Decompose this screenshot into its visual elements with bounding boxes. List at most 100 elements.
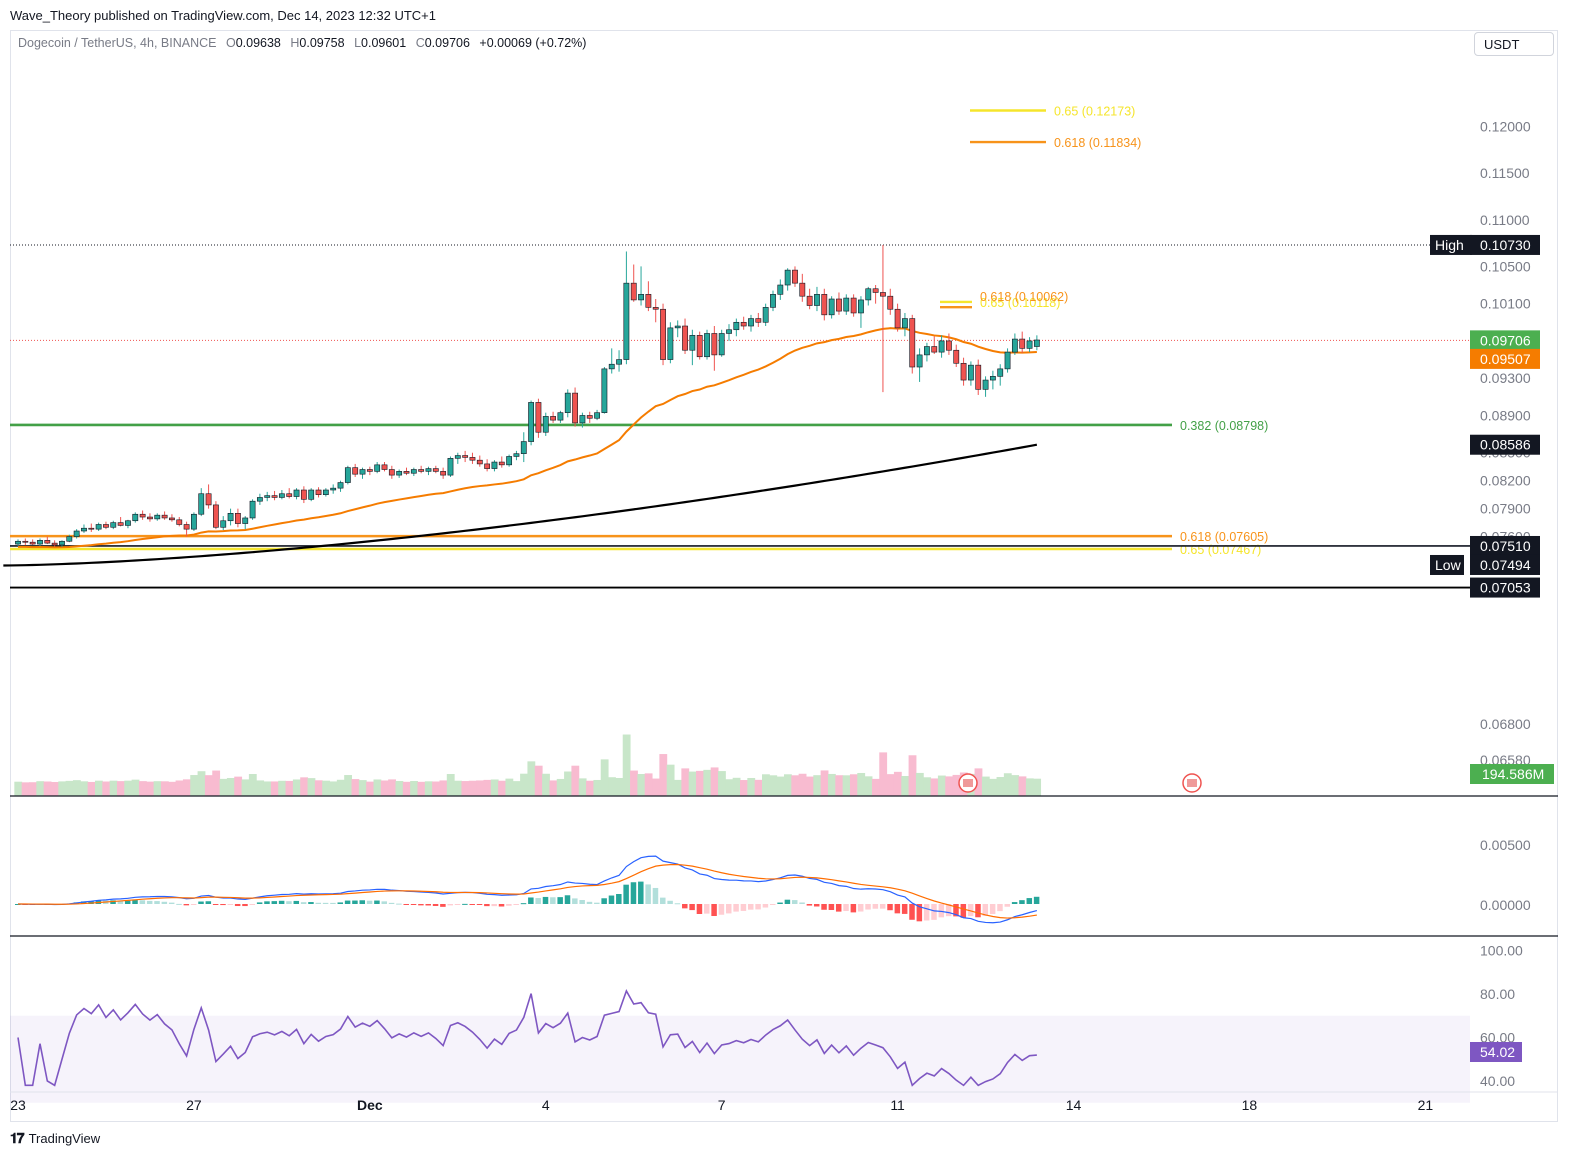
volume-bar — [923, 777, 932, 796]
macd-histogram-bar — [359, 900, 366, 904]
candle-body — [447, 458, 454, 476]
macd-histogram-bar — [132, 900, 138, 904]
volume-bar — [226, 777, 235, 796]
volume-bar — [285, 780, 294, 796]
axes-layer: 0.12000 0.11500 0.11000 0.10500 0.10100 0.093… — [10, 119, 1558, 1113]
volume-bar — [50, 782, 59, 796]
tradingview-logo-icon: 𝟏𝟕 — [10, 1130, 25, 1146]
macd-histogram-bar — [784, 899, 791, 904]
macd-histogram-bar — [535, 898, 541, 904]
volume-bar — [483, 779, 492, 796]
candle-body — [953, 349, 960, 364]
candle-body — [183, 524, 190, 530]
candle-body — [967, 364, 974, 381]
volume-bar — [87, 781, 96, 796]
time-axis-label: 23 — [10, 1097, 26, 1113]
currency-button[interactable]: USDT — [1474, 32, 1554, 56]
volume-bar — [256, 780, 265, 796]
macd-histogram-bar — [740, 904, 747, 911]
volume-bar — [28, 782, 37, 796]
volume-bar — [710, 767, 719, 796]
candle-body — [586, 415, 593, 419]
low-value: 0.09601 — [361, 36, 407, 50]
macd-histogram-bar — [139, 900, 146, 904]
volume-bar — [80, 781, 89, 796]
rsi-axis-tick-label: 100.00 — [1480, 943, 1523, 959]
volume-bar — [542, 773, 550, 796]
candle-body — [308, 489, 315, 500]
macd-histogram-bar — [542, 896, 549, 904]
candle-body — [249, 500, 256, 519]
volume-bar — [241, 779, 250, 796]
macd-histogram-bar — [733, 904, 739, 912]
macd-histogram-bar — [821, 904, 827, 910]
volume-bar — [564, 771, 572, 796]
candle-body — [44, 540, 51, 544]
time-axis-label: 7 — [718, 1097, 726, 1113]
volume-bar — [424, 781, 433, 796]
macd-histogram-bar — [953, 904, 959, 917]
macd-histogram-bar — [190, 904, 197, 905]
candle-body — [205, 493, 212, 506]
volume-bar — [747, 777, 756, 796]
symbol-name[interactable]: Dogecoin / TetherUS, 4h, BINANCE — [18, 36, 217, 50]
candle-body — [59, 540, 65, 546]
close-value: 0.09706 — [424, 36, 470, 50]
time-axis-label: 21 — [1418, 1097, 1434, 1113]
macd-histogram-bar — [806, 904, 813, 906]
moving-averages-layer — [3, 327, 1038, 567]
fib-level-label: 0.618 (0.10062) — [980, 290, 1068, 304]
candle-body — [645, 294, 652, 308]
candle-body — [960, 362, 967, 381]
candle-body — [872, 288, 879, 293]
macd-histogram-bar — [80, 901, 87, 904]
volume-bar — [630, 770, 638, 796]
macd-histogram-bar — [110, 900, 116, 904]
candle-body — [887, 295, 894, 310]
candle-body — [432, 468, 439, 472]
macd-histogram-bar — [916, 904, 923, 922]
candle-body — [344, 467, 351, 483]
macd-layer — [15, 855, 1040, 924]
price-tag-value: 0.07053 — [1480, 580, 1531, 596]
candle-body — [792, 269, 798, 284]
candle-body — [352, 467, 359, 475]
macd-histogram-bar — [711, 904, 717, 917]
rsi-band — [10, 1015, 1470, 1103]
candle-body — [894, 308, 901, 329]
candle-body — [37, 540, 43, 545]
macd-histogram-bar — [769, 904, 776, 905]
volume-bar — [1018, 776, 1027, 796]
macd-histogram-bar — [960, 904, 967, 918]
volume-bar — [930, 778, 939, 796]
volume-bar — [248, 774, 257, 796]
candle-body — [726, 329, 732, 334]
macd-histogram-bar — [564, 895, 571, 904]
candle-body — [982, 379, 989, 390]
macd-histogram-bar — [616, 893, 622, 904]
candle-body — [22, 540, 29, 543]
candle-body — [330, 487, 337, 491]
volume-bar — [270, 781, 279, 796]
tradingview-logo[interactable]: 𝟏𝟕 TradingView — [10, 1130, 100, 1147]
rsi-tag — [1470, 1042, 1522, 1062]
candle-body — [865, 288, 872, 301]
candle-body — [293, 489, 300, 497]
macd-histogram-bar — [344, 900, 351, 904]
volume-bar — [292, 779, 301, 796]
candle-body — [550, 416, 556, 421]
macd-histogram-bar — [454, 904, 461, 905]
macd-histogram-bar — [462, 903, 468, 905]
volume-bar — [578, 778, 587, 796]
macd-histogram-bar — [901, 904, 908, 914]
macd-histogram-bar — [176, 903, 182, 905]
candle-body — [535, 402, 542, 433]
volume-bar — [373, 779, 382, 796]
macd-histogram-bar — [308, 902, 314, 904]
macd-histogram-bar — [520, 903, 527, 905]
volume-bar — [1033, 778, 1042, 796]
price-axis-tick-label: 0.08200 — [1480, 473, 1531, 489]
volume-bar — [688, 771, 697, 796]
price-tag — [1470, 577, 1540, 598]
